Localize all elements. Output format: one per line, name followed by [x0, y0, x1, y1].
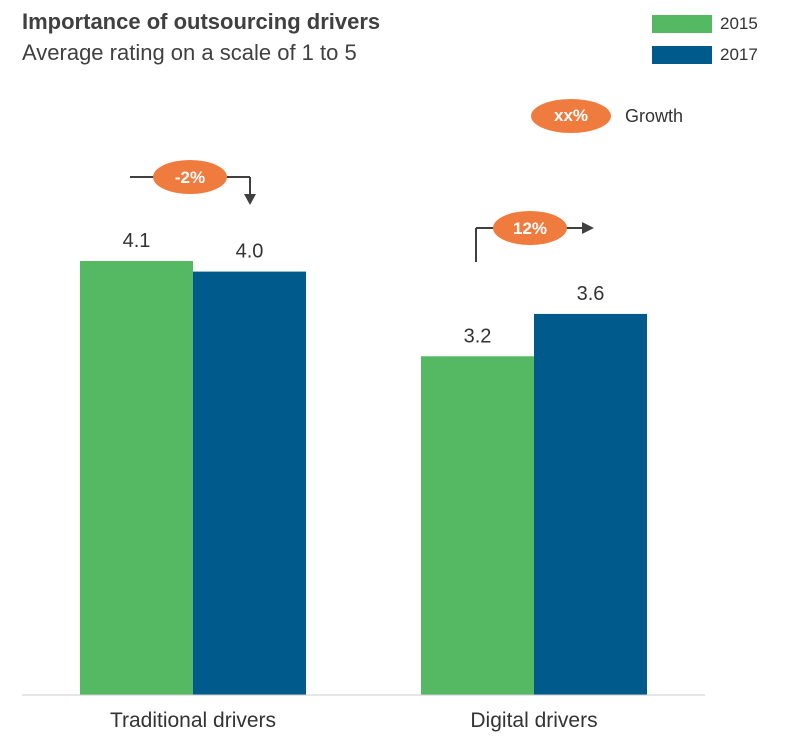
bars-layer: [80, 261, 647, 695]
growth-key: xx% Growth: [531, 99, 683, 133]
legend-item-2015: 2015: [652, 13, 758, 35]
growth-label: -2%: [175, 168, 205, 187]
value-label-digital-2015: 3.2: [464, 325, 492, 347]
value-label-digital-2017: 3.6: [577, 283, 605, 305]
category-label-digital: Digital drivers: [470, 709, 597, 732]
growth-pill: [493, 211, 567, 245]
bar-traditional-2015: [80, 261, 193, 695]
legend-label-2015: 2015: [720, 14, 758, 33]
growth-indicator-digital: 12%: [475, 211, 594, 262]
category-labels-layer: Traditional drivers Digital drivers: [110, 709, 598, 732]
bar-digital-2015: [421, 356, 534, 695]
chart-subtitle: Average rating on a scale of 1 to 5: [22, 40, 357, 65]
value-label-traditional-2015: 4.1: [123, 230, 151, 252]
growth-key-pill: xx%: [531, 99, 611, 133]
legend-swatch-2017: [652, 46, 712, 64]
legend-label-2017: 2017: [720, 45, 758, 64]
chart-title: Importance of outsourcing drivers: [22, 9, 381, 34]
value-labels-layer: 4.1 4.0 3.2 3.6: [123, 230, 605, 347]
bar-traditional-2017: [193, 271, 306, 695]
value-label-traditional-2017: 4.0: [236, 241, 264, 263]
growth-pill: [153, 160, 227, 194]
growth-indicator-traditional: -2%: [130, 160, 256, 205]
growth-label: 12%: [513, 219, 547, 238]
legend-swatch-2015: [652, 15, 712, 33]
category-label-traditional: Traditional drivers: [110, 709, 276, 732]
bar-digital-2017: [534, 313, 647, 695]
legend-item-2017: 2017: [652, 44, 758, 66]
arrow-right-icon: [582, 222, 594, 234]
growth-key-label: Growth: [625, 105, 684, 126]
arrow-down-icon: [244, 194, 256, 205]
